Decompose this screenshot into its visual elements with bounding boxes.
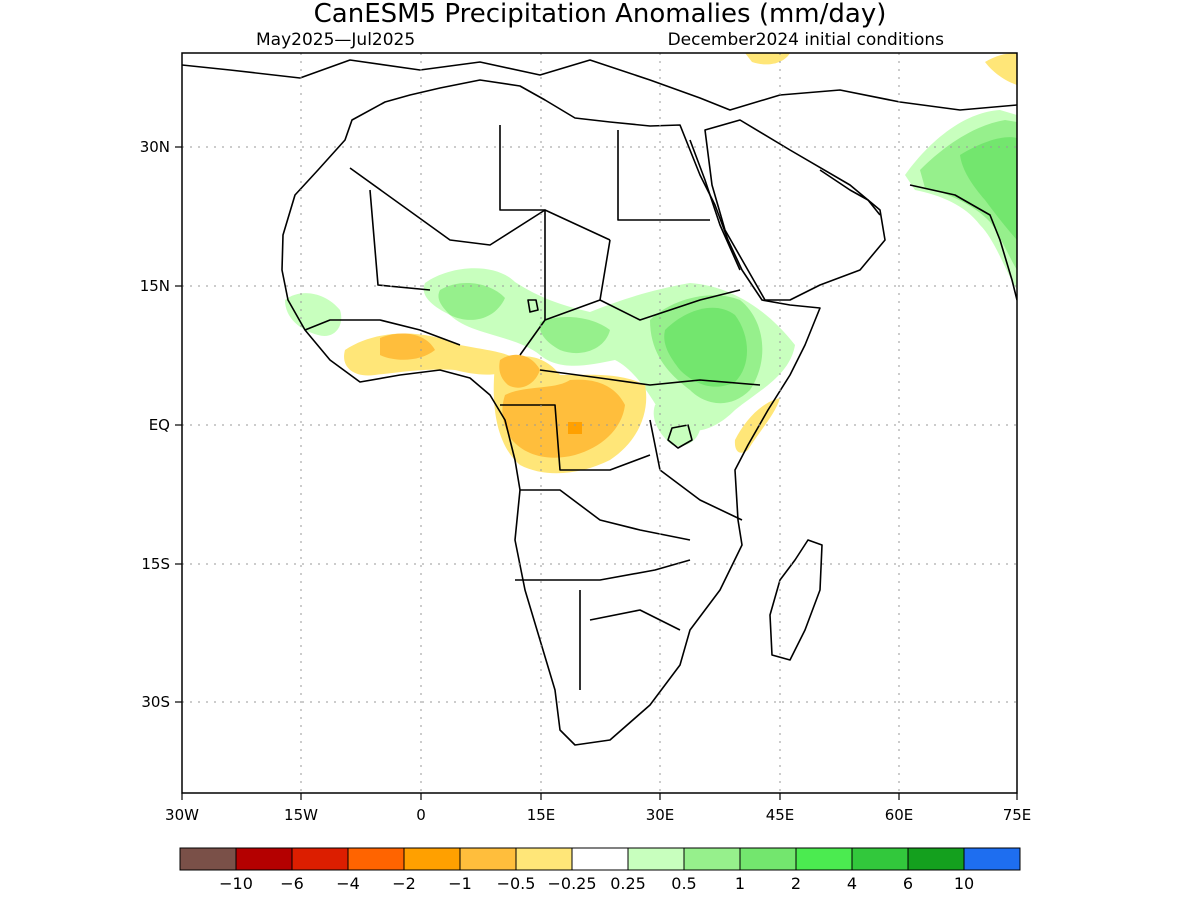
colorbar-swatch — [683, 847, 741, 871]
border-central-africa — [539, 369, 761, 386]
lon-tick-label: 15W — [284, 806, 318, 824]
colorbar-swatch — [851, 847, 909, 871]
border-southern-africa-1 — [520, 489, 691, 541]
colorbar-swatch — [963, 847, 1021, 871]
border-sahara-1 — [349, 167, 611, 246]
madagascar — [769, 539, 823, 661]
colorbar-swatch — [795, 847, 853, 871]
colorbar-label: −0.5 — [497, 874, 536, 893]
lon-tick-label: 30W — [165, 806, 199, 824]
colorbar-label: 6 — [903, 874, 913, 893]
lat-tick-label: 15S — [141, 555, 170, 573]
colorbar-label: −6 — [280, 874, 304, 893]
border-east-africa — [649, 419, 743, 521]
wet-anomaly-india — [960, 137, 1017, 240]
dry-anomaly-ghana — [380, 333, 435, 360]
red-sea-west — [689, 139, 741, 271]
colorbar-label: −1 — [448, 874, 472, 893]
colorbar-label: 10 — [954, 874, 974, 893]
arabian-peninsula — [704, 119, 886, 301]
colorbar-label: 0.25 — [610, 874, 646, 893]
colorbar-swatch — [459, 847, 517, 871]
colorbar-swatch — [515, 847, 573, 871]
lon-tick-label: 45E — [766, 806, 795, 824]
wet-anomaly-sahel-core — [438, 283, 505, 320]
axis-ticks — [175, 146, 1018, 800]
colorbar-label: −4 — [336, 874, 360, 893]
colorbar-label: 0.5 — [671, 874, 696, 893]
border-sahara-3 — [499, 125, 546, 320]
figure-subtitle-period: May2025—Jul2025 — [256, 30, 415, 50]
colorbar-label: 1 — [735, 874, 745, 893]
colorbar-label: 2 — [791, 874, 801, 893]
border-southern-africa-3 — [579, 590, 681, 690]
colorbar-swatch — [571, 847, 629, 871]
lat-tick-label: 30S — [141, 693, 170, 711]
africa-coastline — [281, 79, 821, 746]
lat-tick-label: 15N — [140, 277, 170, 295]
border-sahel-1 — [519, 239, 611, 356]
colorbar-swatch — [739, 847, 797, 871]
colorbar-swatch — [235, 847, 293, 871]
dry-anomaly-nigeria-cameroon — [499, 354, 540, 388]
colorbar-label: −0.25 — [547, 874, 596, 893]
wet-anomaly-great-lakes — [653, 399, 701, 446]
colorbar-swatch — [347, 847, 405, 871]
colorbar-swatch — [907, 847, 965, 871]
colorbar-label: 4 — [847, 874, 857, 893]
border-southern-africa-2 — [515, 559, 691, 581]
border-sahel-2 — [599, 289, 741, 321]
dry-anomaly-kenya-coast — [734, 398, 780, 453]
eurasia-south-coast — [182, 59, 1017, 111]
dry-anomaly-congo-core — [502, 379, 625, 458]
figure-title: CanESM5 Precipitation Anomalies (mm/day) — [314, 0, 887, 29]
colorbar-label: −2 — [392, 874, 416, 893]
lon-tick-label: 60E — [885, 806, 914, 824]
lon-tick-label: 30E — [646, 806, 675, 824]
border-west-africa — [304, 319, 461, 346]
colorbar-swatch — [291, 847, 349, 871]
lake-chad — [527, 299, 539, 313]
dry-anomaly-mediterranean — [745, 53, 790, 65]
wet-anomaly-ethiopia-core — [664, 307, 748, 387]
anomaly-shading — [285, 53, 1017, 474]
map-frame — [181, 52, 1018, 794]
lon-tick-label: 15E — [527, 806, 556, 824]
border-sahara-4 — [617, 130, 710, 221]
figure-subtitle-initial-conditions: December2024 initial conditions — [668, 30, 945, 50]
lat-tick-label: 30N — [140, 138, 170, 156]
border-congo — [500, 404, 651, 471]
colorbar-swatch — [627, 847, 685, 871]
coastlines-and-borders — [182, 59, 1017, 746]
colorbar-swatch — [179, 847, 237, 871]
india-west-coast — [909, 184, 1017, 301]
gridlines — [182, 53, 1017, 793]
wet-anomaly-senegal — [285, 293, 342, 336]
border-sahara-2 — [369, 189, 431, 291]
dry-anomaly-congo-peak — [568, 422, 582, 434]
lon-tick-label: 75E — [1003, 806, 1032, 824]
dry-anomaly-central-asia — [985, 53, 1017, 85]
lake-victoria — [667, 424, 693, 449]
persian-gulf — [819, 169, 881, 216]
colorbar-label: −10 — [219, 874, 253, 893]
lon-tick-label: 0 — [416, 806, 426, 824]
colorbar-swatch — [403, 847, 461, 871]
map-panel: 30W 15W 0 15E 30E 45E 60E 75E 30N 15N EQ… — [140, 52, 1032, 824]
wet-anomaly-chad-sudan — [539, 316, 610, 354]
colorbar-legend: −10 −6 −4 −2 −1 −0.5 −0.25 0.25 0.5 1 2 4 6 10 — [179, 847, 1021, 893]
lat-tick-label: EQ — [149, 416, 170, 434]
